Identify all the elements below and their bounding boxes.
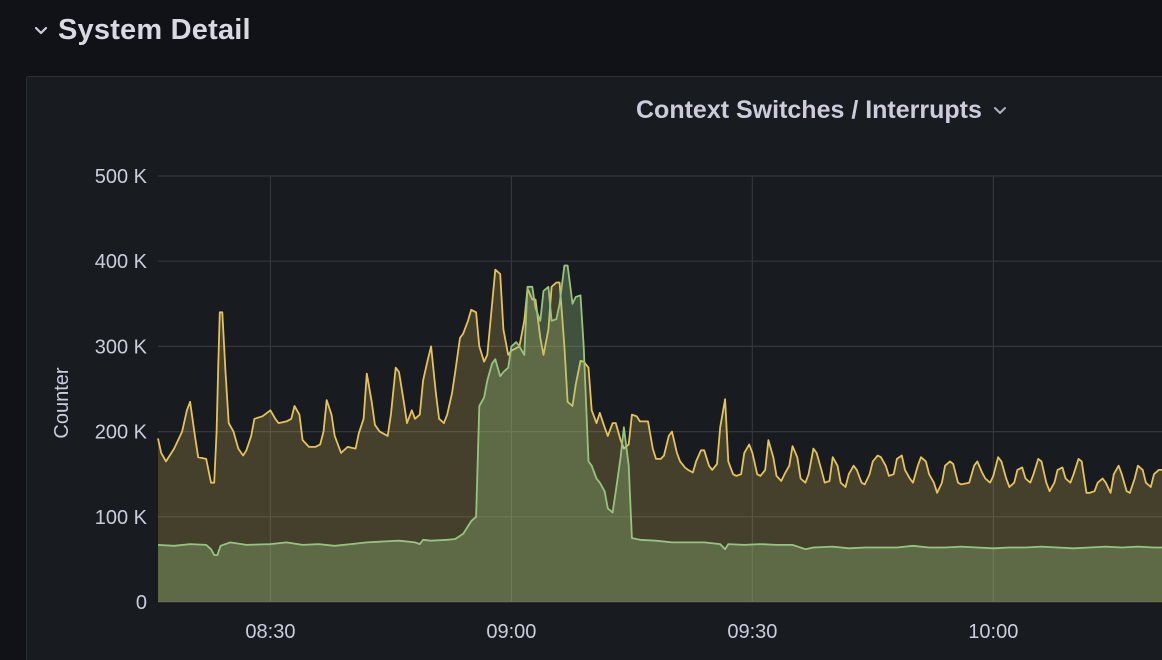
chevron-down-icon[interactable] <box>32 21 50 39</box>
y-axis-label: Counter <box>51 367 73 438</box>
panel-header-menu[interactable]: Context Switches / Interrupts <box>636 92 1008 128</box>
y-tick-label: 500 K <box>95 166 148 188</box>
chevron-down-icon[interactable] <box>992 102 1008 118</box>
y-tick-label: 100 K <box>95 507 148 529</box>
row-title: System Detail <box>58 13 251 46</box>
chart-axes: 0 100 K 200 K 300 K 400 K 500 K 08:30 09:00 09:3… <box>95 166 1019 643</box>
x-tick-label: 10:00 <box>968 621 1018 643</box>
series-line-1 <box>157 264 1162 556</box>
chart-series <box>157 264 1162 602</box>
row-header-system-detail[interactable]: System Detail <box>32 10 251 50</box>
y-tick-label: 400 K <box>95 251 148 273</box>
y-tick-label: 300 K <box>95 336 148 358</box>
x-tick-label: 08:30 <box>245 621 295 643</box>
panel-title[interactable]: Context Switches / Interrupts <box>636 95 982 124</box>
x-tick-label: 09:00 <box>486 621 536 643</box>
y-tick-label: 200 K <box>95 422 148 444</box>
series-area-0 <box>158 269 1162 602</box>
series-area-1 <box>158 265 1162 602</box>
panel-context-switches <box>26 76 1162 660</box>
series-line-0 <box>157 268 1162 494</box>
x-tick-label: 09:30 <box>727 621 777 643</box>
y-tick-label: 0 <box>136 592 147 614</box>
chart-grid <box>158 175 1162 603</box>
